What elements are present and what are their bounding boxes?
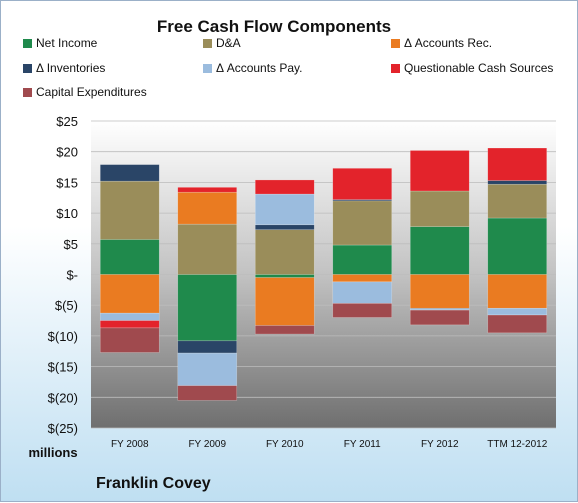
y-tick-label: $(10) [48, 329, 78, 344]
y-tick-label: $15 [56, 175, 78, 190]
y-tick-label: $(15) [48, 360, 78, 375]
legend-label-d-a: D&A [216, 36, 241, 50]
x-tick-label: FY 2012 [421, 439, 459, 450]
bar-segment-net-income [487, 217, 548, 275]
legend-label-questionable-cash-sources: Questionable Cash Sources [404, 61, 553, 75]
bar-segment-capital-expenditures [254, 325, 315, 335]
x-tick-label: FY 2010 [266, 439, 304, 450]
bar-segment-d-a [99, 180, 160, 240]
bar-segment-accounts-rec [99, 274, 160, 314]
legend-swatch-questionable-cash-sources [391, 64, 400, 73]
legend-swatch-net-income [23, 39, 32, 48]
bar-segment-questionable-cash-sources [409, 150, 470, 192]
bar-segment-capital-expenditures [409, 309, 470, 326]
bar-segment-inventories [254, 224, 315, 230]
bar-segment-questionable-cash-sources [254, 179, 315, 195]
x-tick-label: FY 2011 [344, 439, 381, 450]
y-tick-label: $- [66, 268, 78, 283]
x-axis-ticks: FY 2008 FY 2009 FY 2010 FY 2011 FY 2012 TTM 1… [111, 439, 548, 450]
y-tick-label: $(25) [48, 421, 78, 436]
legend-swatch-capital-expenditures [23, 88, 32, 97]
bar-segment-capital-expenditures [487, 314, 548, 334]
x-tick-label: FY 2008 [111, 439, 149, 450]
legend-label-inventories: Δ Inventories [36, 61, 105, 75]
bar-segment-questionable-cash-sources [332, 167, 393, 200]
bar-segment-questionable-cash-sources [487, 147, 548, 181]
bar-segment-accounts-pay [487, 307, 548, 316]
y-axis-units-label: millions [28, 445, 77, 460]
chart-title: Free Cash Flow Components [157, 17, 391, 36]
y-tick-label: $25 [56, 114, 78, 129]
bar-segment-accounts-rec [177, 191, 238, 225]
bar-segment-capital-expenditures [99, 327, 160, 353]
bar-segment-accounts-rec [409, 274, 470, 309]
bar-segment-net-income [177, 274, 238, 342]
bar-segment-d-a [177, 223, 238, 275]
y-tick-label: $5 [64, 237, 78, 252]
y-tick-label: $(20) [48, 390, 78, 405]
bar-segment-net-income [254, 274, 315, 278]
bar-segment-accounts-pay [254, 193, 315, 226]
bar-segment-net-income [332, 244, 393, 275]
bar-segment-accounts-rec [332, 274, 393, 283]
x-tick-label: TTM 12-2012 [487, 439, 547, 450]
legend-label-net-income: Net Income [36, 36, 98, 50]
bar-segment-capital-expenditures [332, 303, 393, 318]
bar-segment-accounts-pay [99, 312, 160, 321]
bar-segment-net-income [409, 226, 470, 275]
bar-segment-inventories [177, 340, 238, 354]
bar-segment-accounts-rec [254, 277, 315, 326]
bar-segment-d-a [254, 229, 315, 275]
y-tick-label: $(5) [55, 298, 78, 313]
bar-segment-accounts-rec [487, 274, 548, 309]
bar-segment-d-a [409, 190, 470, 227]
bar-segment-accounts-pay [332, 281, 393, 304]
legend-swatch-inventories [23, 64, 32, 73]
bars [99, 147, 548, 401]
legend: Net Income D&A Δ Accounts Rec. Δ Inventorie… [23, 36, 553, 99]
bar-segment-inventories [487, 180, 548, 185]
bar-segment-questionable-cash-sources [99, 320, 160, 329]
y-axis-ticks: $25 $20 $15 $10 $5 $- $(5) $(10) $(15) $(20) $(25) [48, 114, 78, 436]
legend-swatch-accounts-rec [391, 39, 400, 48]
bar-segment-d-a [487, 183, 548, 219]
bar-segment-accounts-pay [177, 352, 238, 386]
bar-segment-net-income [99, 239, 160, 275]
legend-label-accounts-rec: Δ Accounts Rec. [404, 36, 492, 50]
legend-label-capital-expenditures: Capital Expenditures [36, 85, 147, 99]
y-tick-label: $20 [56, 145, 78, 160]
legend-swatch-accounts-pay [203, 64, 212, 73]
bar-segment-inventories [99, 164, 160, 182]
x-tick-label: FY 2009 [188, 439, 226, 450]
company-name: Franklin Covey [96, 475, 211, 492]
legend-label-accounts-pay: Δ Accounts Pay. [216, 61, 303, 75]
legend-swatch-d-a [203, 39, 212, 48]
bar-segment-capital-expenditures [177, 385, 238, 401]
bar-segment-d-a [332, 200, 393, 246]
gridlines [91, 120, 556, 429]
bar-segment-questionable-cash-sources [177, 187, 238, 193]
y-tick-label: $10 [56, 206, 78, 221]
